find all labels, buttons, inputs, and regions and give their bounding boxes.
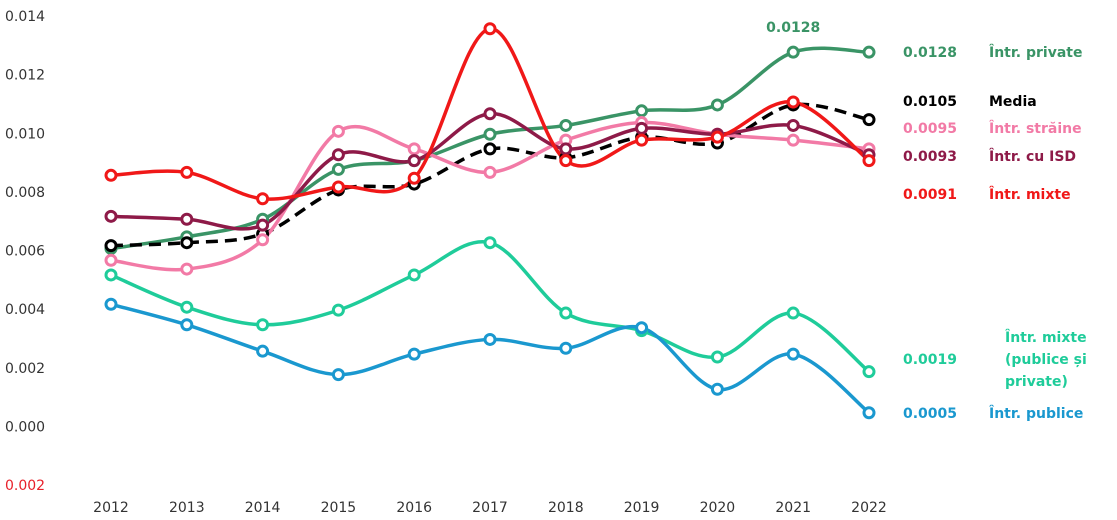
point	[104, 168, 118, 182]
point	[180, 165, 194, 179]
point	[256, 318, 270, 332]
legend-label: Într. străine	[989, 121, 1082, 137]
point	[710, 130, 724, 144]
point	[786, 347, 800, 361]
point	[331, 303, 345, 317]
point	[559, 306, 573, 320]
point	[635, 104, 649, 118]
legend-label: Într. private	[989, 45, 1083, 61]
point	[710, 382, 724, 396]
point	[256, 233, 270, 247]
point	[862, 365, 876, 379]
value-label: 0.0005	[903, 406, 957, 422]
x-tick-label: 2017	[472, 500, 508, 516]
point	[635, 133, 649, 147]
legend-label: Într. mixte (publice și private)	[1005, 330, 1087, 390]
point	[407, 171, 421, 185]
x-tick-label: 2018	[548, 500, 584, 516]
point	[710, 98, 724, 112]
y-tick-label: 0.008	[5, 185, 45, 201]
line	[110, 120, 870, 272]
point	[483, 332, 497, 346]
point	[331, 180, 345, 194]
point	[104, 209, 118, 223]
point	[180, 212, 194, 226]
point	[862, 154, 876, 168]
legend-label: Într. mixte	[989, 187, 1071, 203]
point	[559, 341, 573, 355]
line	[110, 302, 871, 415]
value-label: 0.0093	[903, 149, 957, 165]
legend-label: Într. cu ISD	[989, 149, 1077, 165]
point	[786, 306, 800, 320]
point	[104, 239, 118, 253]
point	[483, 127, 497, 141]
y-tick-label: 0.002	[5, 361, 45, 377]
x-tick-label: 2021	[775, 500, 811, 516]
point	[407, 142, 421, 156]
point	[483, 236, 497, 250]
point	[407, 268, 421, 282]
point	[559, 142, 573, 156]
x-tick-label: 2020	[700, 500, 736, 516]
legend-label: Media	[989, 94, 1037, 110]
x-tick-label: 2014	[245, 500, 281, 516]
y-tick-label: 0.000	[5, 419, 45, 435]
point	[256, 344, 270, 358]
x-tick-label: 2015	[321, 500, 357, 516]
value-label: 0.0128	[766, 20, 820, 36]
point	[104, 253, 118, 267]
point	[862, 406, 876, 420]
point	[559, 154, 573, 168]
point	[104, 268, 118, 282]
x-tick-label: 2013	[169, 500, 205, 516]
point	[104, 297, 118, 311]
y-tick-label: 0.012	[5, 68, 45, 84]
point	[407, 347, 421, 361]
value-label: 0.0095	[903, 121, 957, 137]
value-label: 0.0105	[903, 94, 957, 110]
point	[635, 321, 649, 335]
point	[483, 22, 497, 36]
value-label: 0.0128	[903, 45, 957, 61]
point	[180, 262, 194, 276]
x-tick-label: 2019	[624, 500, 660, 516]
value-label: 0.0019	[903, 352, 957, 368]
y-tick-label: 0.010	[5, 126, 45, 142]
line	[110, 240, 871, 374]
legend-label: Într. publice	[989, 406, 1084, 422]
point	[635, 121, 649, 135]
point	[331, 368, 345, 382]
x-tick-label: 2016	[396, 500, 432, 516]
point	[180, 236, 194, 250]
value-label: 0.0091	[903, 187, 957, 203]
point	[862, 45, 876, 59]
point	[331, 162, 345, 176]
point	[862, 113, 876, 127]
point	[331, 124, 345, 138]
point	[710, 350, 724, 364]
point	[483, 142, 497, 156]
point	[483, 107, 497, 121]
y-tick-label: 0.004	[5, 302, 45, 318]
point	[331, 148, 345, 162]
point	[786, 133, 800, 147]
point	[256, 218, 270, 232]
point	[786, 118, 800, 132]
y-tick-label: 0.006	[5, 244, 45, 260]
point	[180, 300, 194, 314]
point	[180, 318, 194, 332]
x-tick-label: 2022	[851, 500, 887, 516]
point	[559, 118, 573, 132]
point	[256, 192, 270, 206]
point	[786, 45, 800, 59]
point	[786, 95, 800, 109]
y-tick-label: 0.002	[5, 478, 45, 494]
point	[483, 165, 497, 179]
y-tick-label: 0.014	[5, 9, 45, 25]
x-tick-label: 2012	[93, 500, 129, 516]
point	[407, 154, 421, 168]
